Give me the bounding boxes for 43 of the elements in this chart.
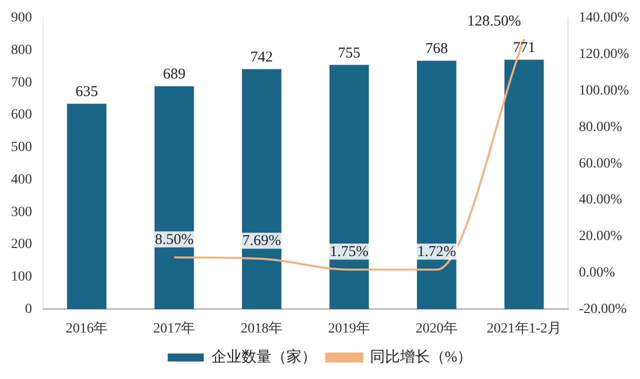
x-tick-label: 2019年 (328, 320, 370, 336)
data-label: 8.50% (154, 232, 194, 248)
data-label: 1.72% (417, 244, 456, 260)
y2-tick-label: 40.00% (578, 192, 622, 208)
y-tick-label: 700 (11, 75, 32, 90)
data-label: 1.75% (330, 244, 369, 260)
y-tick-label: 300 (11, 204, 32, 220)
y2-tick-label: 140.00% (578, 10, 630, 26)
bar (242, 69, 282, 310)
data-label: 768 (425, 41, 448, 58)
data-label: 635 (75, 84, 98, 100)
data-label: 7.69% (242, 233, 282, 250)
y2-tick-label: 80.00% (578, 120, 622, 135)
y-tick-label: 100 (11, 270, 32, 285)
y2-tick-label: 60.00% (578, 156, 622, 172)
y-tick-label: 500 (11, 140, 32, 156)
y-tick-label: 0 (25, 302, 32, 317)
y-tick-label: 600 (11, 108, 32, 123)
x-tick-label: 2018年 (240, 320, 283, 336)
data-label: 755 (338, 45, 360, 62)
legend-label: 同比增长（%） (370, 348, 472, 366)
x-tick-label: 2021年1-2月 (486, 320, 562, 336)
data-label: 689 (162, 66, 186, 83)
y2-tick-label: 20.00% (578, 229, 622, 244)
x-tick-label: 2017年 (153, 320, 196, 336)
x-tick-label: 2016年 (66, 320, 108, 336)
y-tick-label: 800 (11, 43, 32, 58)
data-label: 742 (250, 50, 273, 66)
bar (504, 60, 544, 310)
y2-tick-label: -20.00% (578, 302, 627, 317)
y-tick-label: 200 (11, 237, 32, 252)
bar (154, 86, 194, 310)
bar (416, 60, 456, 310)
bar (67, 104, 106, 310)
data-label: 128.50% (467, 13, 521, 30)
y-tick-label: 900 (11, 10, 32, 26)
y-tick-label: 400 (11, 172, 32, 188)
y2-tick-label: 0.00% (578, 265, 616, 280)
x-tick-label: 2020年 (416, 320, 458, 336)
bar (329, 64, 369, 310)
legend-label: 企业数量（家） (211, 348, 316, 366)
y2-tick-label: 120.00% (578, 47, 630, 62)
y2-tick-label: 100.00% (578, 83, 630, 98)
